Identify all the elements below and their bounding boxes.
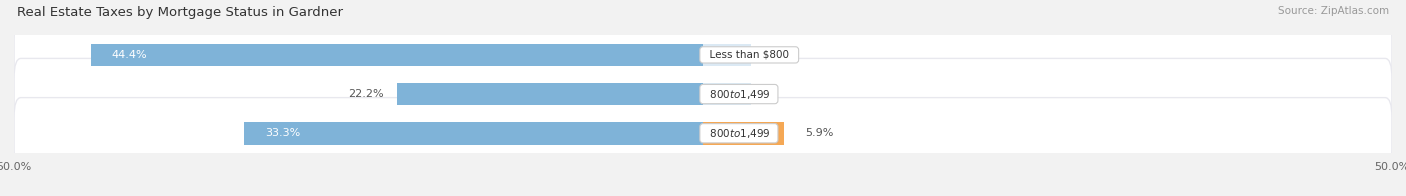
- Text: 0.0%: 0.0%: [724, 89, 752, 99]
- Bar: [703, 44, 751, 66]
- Text: Real Estate Taxes by Mortgage Status in Gardner: Real Estate Taxes by Mortgage Status in …: [17, 6, 343, 19]
- Text: 0.0%: 0.0%: [724, 50, 752, 60]
- FancyBboxPatch shape: [14, 19, 1392, 91]
- Text: $800 to $1,499: $800 to $1,499: [703, 88, 775, 101]
- FancyBboxPatch shape: [14, 98, 1392, 169]
- Text: $800 to $1,499: $800 to $1,499: [703, 127, 775, 140]
- Bar: [703, 122, 785, 145]
- FancyBboxPatch shape: [14, 58, 1392, 130]
- Bar: [703, 83, 751, 105]
- Text: 33.3%: 33.3%: [264, 128, 299, 138]
- Text: 44.4%: 44.4%: [112, 50, 148, 60]
- Text: 5.9%: 5.9%: [806, 128, 834, 138]
- Text: Source: ZipAtlas.com: Source: ZipAtlas.com: [1278, 6, 1389, 16]
- Bar: [396, 83, 703, 105]
- Text: Less than $800: Less than $800: [703, 50, 796, 60]
- Text: 22.2%: 22.2%: [347, 89, 384, 99]
- Bar: [245, 122, 703, 145]
- Bar: [91, 44, 703, 66]
